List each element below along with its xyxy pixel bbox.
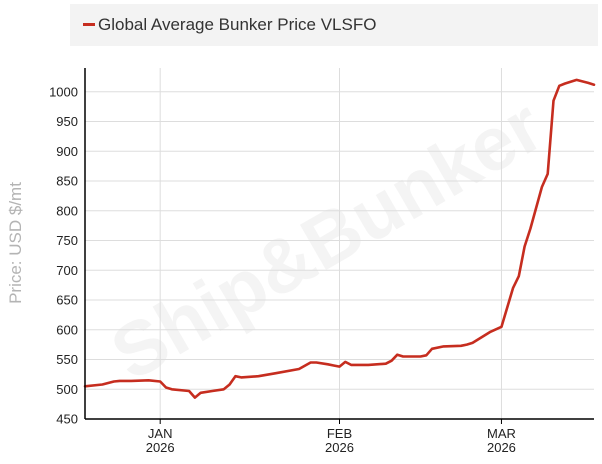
x-tick-label-year: 2026 — [487, 440, 516, 455]
series-layer — [83, 78, 596, 399]
x-tick-label-month: JAN — [148, 426, 173, 441]
y-tick-label: 900 — [56, 144, 78, 159]
y-tick-label: 850 — [56, 174, 78, 189]
y-tick-label: 950 — [56, 114, 78, 129]
y-tick-label: 800 — [56, 203, 78, 218]
legend-swatch — [83, 23, 95, 26]
y-tick-label: 500 — [56, 382, 78, 397]
y-axis-label: Price: USD $/mt — [6, 182, 25, 304]
y-tick-label: 700 — [56, 263, 78, 278]
watermark: Ship&Bunker — [98, 83, 557, 397]
x-tick-label-month: FEB — [327, 426, 352, 441]
series-line-vlsfo[interactable] — [83, 78, 596, 399]
x-tick-label-year: 2026 — [325, 440, 354, 455]
y-tick-label: 600 — [56, 322, 78, 337]
y-tick-label: 750 — [56, 233, 78, 248]
x-tick-label-month: MAR — [487, 426, 516, 441]
y-axis-ticks: 450 500 550 600 650 700 750 800 850 900 950 1000 — [49, 84, 78, 426]
y-tick-label: 1000 — [49, 84, 78, 99]
legend: Global Average Bunker Price VLSFO — [70, 4, 598, 46]
y-tick-label: 550 — [56, 352, 78, 367]
y-tick-label: 450 — [56, 412, 78, 427]
x-tick-label-year: 2026 — [146, 440, 175, 455]
y-tick-label: 650 — [56, 293, 78, 308]
legend-label chart-title[interactable]: Global Average Bunker Price VLSFO — [98, 15, 377, 34]
